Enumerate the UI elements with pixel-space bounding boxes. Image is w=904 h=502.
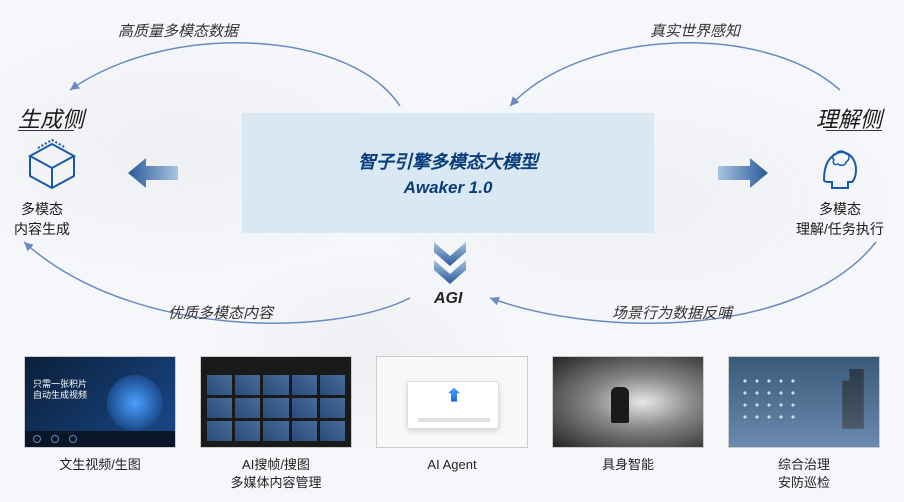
thumb-2: AI搜帧/搜图 多媒体内容管理 — [196, 356, 356, 492]
curve-label-br: 场景行为数据反哺 — [612, 302, 732, 323]
box-icon — [24, 138, 80, 199]
arrow-down-icon — [430, 240, 470, 284]
left-side-underline — [18, 130, 74, 131]
center-model-box: 智子引擎多模态大模型 Awaker 1.0 — [242, 113, 654, 233]
arrow-right-icon — [718, 156, 768, 190]
thumb-1: 只需一张积片 自动生成视频 文生视频/生图 — [20, 356, 180, 492]
agi-label: AGI — [434, 290, 462, 308]
thumb-2-img — [200, 356, 352, 448]
thumb-5-label: 综合治理 安防巡检 — [778, 456, 830, 492]
curve-label-tr: 真实世界感知 — [650, 20, 740, 41]
thumb-2-label: AI搜帧/搜图 多媒体内容管理 — [230, 456, 321, 492]
thumb-4: 具身智能 — [548, 356, 708, 492]
curve-label-tl: 高质量多模态数据 — [118, 20, 238, 41]
thumb-3-label: AI Agent — [427, 456, 476, 474]
center-title-2: Awaker 1.0 — [404, 178, 493, 198]
thumb-4-label: 具身智能 — [602, 456, 654, 474]
thumb-4-img — [552, 356, 704, 448]
thumb-5: 综合治理 安防巡检 — [724, 356, 884, 492]
thumb-5-img — [728, 356, 880, 448]
thumb-3-img — [376, 356, 528, 448]
thumb-1-label: 文生视频/生图 — [59, 456, 141, 474]
curve-label-bl: 优质多模态内容 — [168, 302, 273, 323]
right-side-label: 多模态 理解/任务执行 — [780, 200, 900, 239]
brain-icon — [814, 138, 866, 195]
thumb-1-img: 只需一张积片 自动生成视频 — [24, 356, 176, 448]
thumbnail-row: 只需一张积片 自动生成视频 文生视频/生图 AI搜帧/搜图 多媒体内容管理 AI… — [20, 356, 884, 492]
left-side-label: 多模态 内容生成 — [14, 200, 70, 239]
thumb-3: AI Agent — [372, 356, 532, 492]
arrow-left-icon — [128, 156, 178, 190]
center-title-1: 智子引擎多模态大模型 — [358, 148, 538, 174]
right-side-underline — [826, 130, 882, 131]
